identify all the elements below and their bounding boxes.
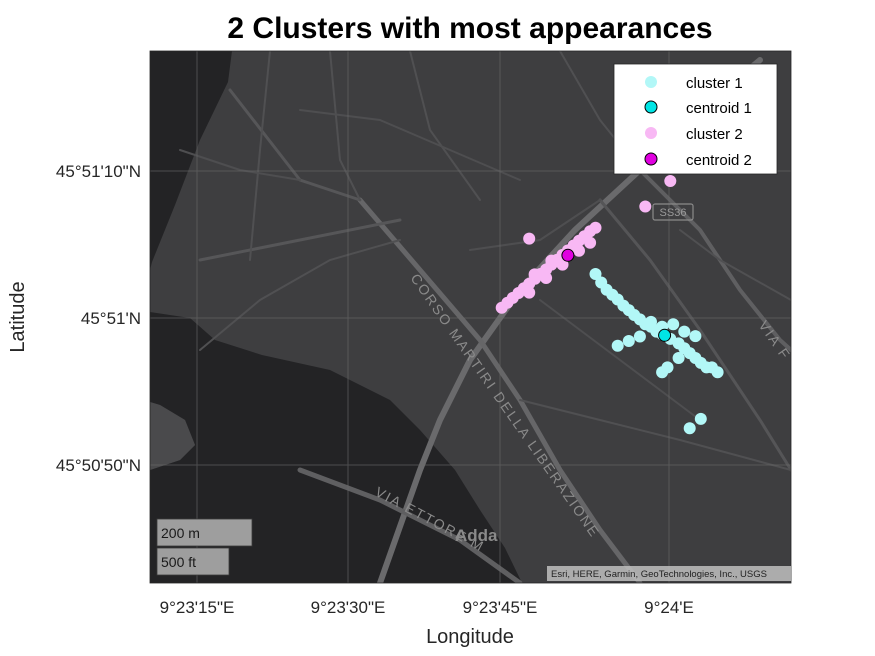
x-tick-label: 9°23'30"E xyxy=(311,598,386,617)
river-water xyxy=(150,312,522,583)
cluster-2-point xyxy=(545,254,558,267)
x-tick-label: 9°23'45"E xyxy=(463,598,538,617)
cluster-1-point xyxy=(672,352,685,364)
y-tick-labels: 45°51'10"N 45°51'N 45°50'50"N xyxy=(56,162,141,475)
legend-item-centroid-1: centroid 1 xyxy=(644,100,752,117)
cluster-2-point xyxy=(528,268,541,281)
cluster-2-point xyxy=(540,272,553,284)
legend-item-cluster-1: cluster 1 xyxy=(645,75,743,92)
svg-text:cluster 2: cluster 2 xyxy=(686,126,743,143)
cluster-1-point xyxy=(622,335,635,347)
y-tick-label: 45°51'10"N xyxy=(56,162,141,181)
cluster-1-point xyxy=(667,318,680,331)
cluster-2-point xyxy=(573,244,585,257)
river-label-adda: Adda xyxy=(455,526,498,545)
scale-label-meters: 200 m xyxy=(161,525,200,541)
cluster-1-point xyxy=(633,330,646,343)
road-badge-ss36: SS36 xyxy=(652,203,694,221)
legend-item-centroid-2: centroid 2 xyxy=(644,152,752,169)
cluster-2-point xyxy=(523,286,536,299)
y-axis-label: Latitude xyxy=(7,281,29,352)
road-network xyxy=(179,51,791,583)
scale-label-feet: 500 ft xyxy=(161,554,196,570)
lake-water xyxy=(150,51,232,270)
riverbank xyxy=(150,402,195,470)
cluster-1-point xyxy=(694,412,707,425)
chart-title: 2 Clusters with most appearances xyxy=(227,12,712,45)
cluster-1-point xyxy=(689,330,702,343)
cluster-1-point xyxy=(611,339,624,352)
cluster-2-point xyxy=(639,200,652,213)
legend-item-cluster-2: cluster 2 xyxy=(645,126,743,143)
cluster-2-point xyxy=(664,175,677,187)
x-axis-label: Longitude xyxy=(426,626,514,648)
svg-text:centroid 2: centroid 2 xyxy=(686,152,752,169)
cluster-2-point xyxy=(589,221,602,234)
y-tick-label: 45°51'N xyxy=(81,309,141,328)
cluster-2-point xyxy=(523,232,536,245)
cluster-1-point xyxy=(678,325,691,338)
centroid-1-marker xyxy=(658,328,672,342)
svg-text:cluster 1: cluster 1 xyxy=(686,75,743,92)
legend[interactable]: cluster 1 centroid 1 cluster 2 centroid … xyxy=(613,63,778,175)
cluster-1-point xyxy=(589,268,602,280)
cluster-1-point xyxy=(645,315,657,328)
cluster-1-point xyxy=(656,366,669,379)
svg-text:SS36: SS36 xyxy=(660,207,687,219)
axes-frame xyxy=(149,50,792,584)
map-attribution: Esri, HERE, Garmin, GeoTechnologies, Inc… xyxy=(547,566,791,581)
x-tick-labels: 9°23'15"E 9°23'30"E 9°23'45"E 9°24'E xyxy=(160,598,694,617)
svg-text:Esri, HERE, Garmin, GeoTechnol: Esri, HERE, Garmin, GeoTechnologies, Inc… xyxy=(551,569,767,580)
cluster-1-point xyxy=(705,361,718,374)
cluster-2-point xyxy=(584,236,597,249)
cluster-1-point xyxy=(683,422,696,435)
centroid-2-marker xyxy=(561,248,575,262)
scale-bar: 200 m 500 ft xyxy=(156,518,253,576)
x-tick-label: 9°23'15"E xyxy=(160,598,235,617)
scatter-points xyxy=(495,175,724,435)
gridlines xyxy=(150,51,791,583)
cluster-2-point xyxy=(556,258,569,271)
x-tick-label: 9°24'E xyxy=(644,598,694,617)
svg-text:centroid 1: centroid 1 xyxy=(686,100,752,117)
y-tick-label: 45°50'50"N xyxy=(56,456,141,475)
